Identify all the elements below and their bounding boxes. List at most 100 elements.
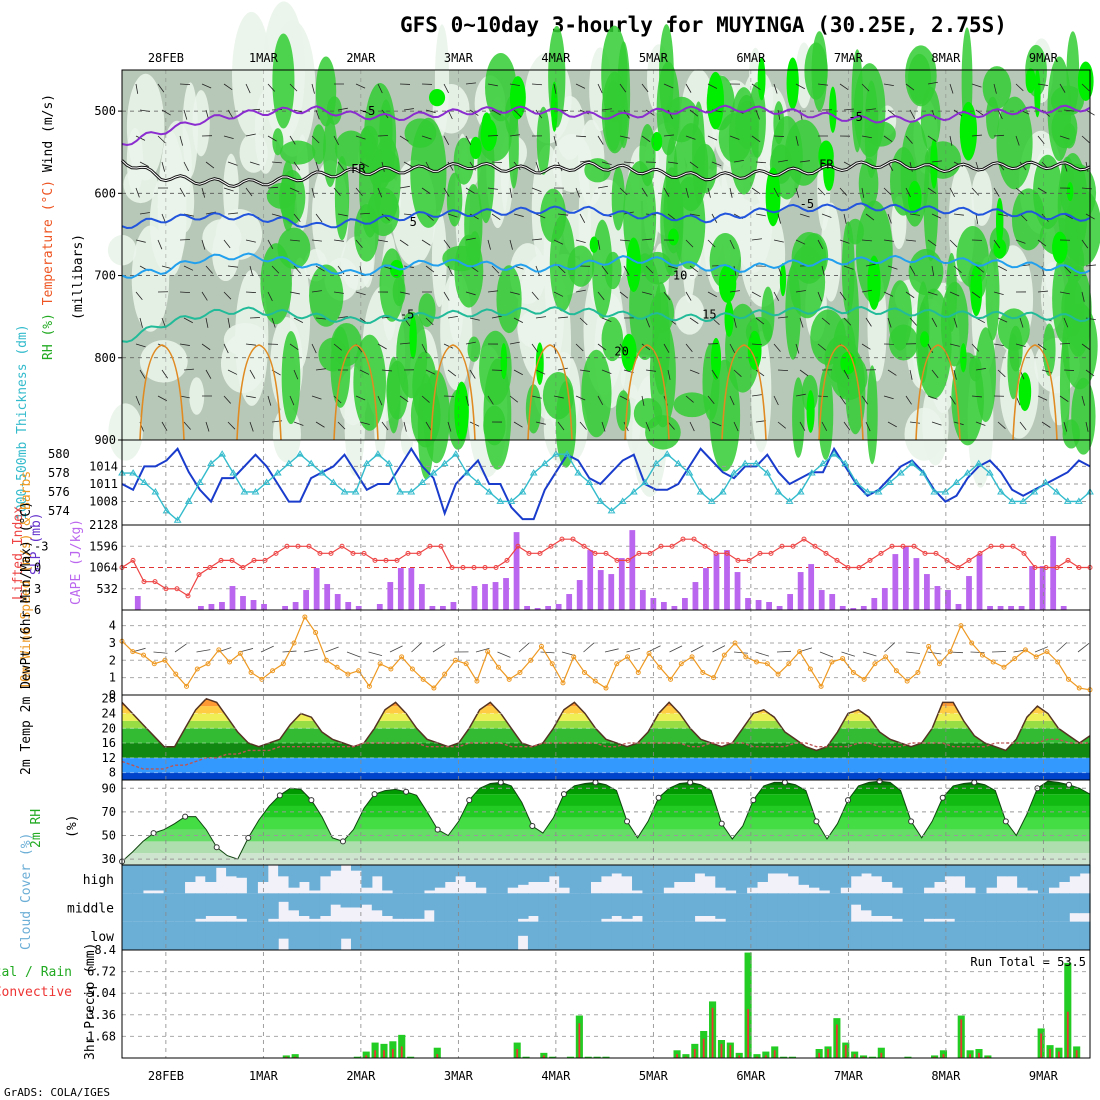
- wind-barb-10m: [690, 645, 704, 653]
- lifted-index-point: [922, 550, 928, 556]
- cloud-bar-high: [798, 865, 810, 885]
- wind-barb: [711, 161, 722, 167]
- wind-point: [711, 675, 717, 681]
- y-axis-unit-rh: (%): [65, 815, 80, 838]
- wind-barb: [865, 317, 872, 327]
- precip-convective-bar: [542, 1055, 545, 1058]
- cloud-bar-middle: [933, 893, 945, 919]
- cloud-bar-high: [465, 865, 477, 882]
- wind-barb: [865, 213, 875, 221]
- wind-barb: [289, 291, 300, 295]
- thickness-point: [718, 487, 727, 495]
- lifted-index-point: [636, 550, 642, 556]
- cloud-bar-middle: [871, 893, 883, 916]
- cloud-bar-high: [1027, 865, 1039, 891]
- wind-barb: [553, 83, 557, 94]
- cloud-bar-low: [371, 921, 383, 950]
- wind-barb: [425, 109, 436, 114]
- wind-barb: [733, 317, 737, 328]
- wind-barb: [509, 239, 513, 250]
- wind-barb: [1085, 264, 1096, 267]
- wind-barb: [245, 239, 256, 243]
- precip-convective-bar: [1049, 1049, 1051, 1058]
- wind-point: [904, 678, 910, 684]
- wind-barb: [161, 265, 172, 269]
- rh-dry-blob: [223, 153, 239, 230]
- precip-convective-bar: [942, 1054, 945, 1058]
- rh-point: [1065, 781, 1072, 788]
- precip-convective-bar: [676, 1054, 678, 1058]
- wind-barb: [579, 317, 588, 326]
- cloud-bar-middle: [319, 893, 331, 916]
- cloud-bar-high: [902, 865, 914, 894]
- precip-convective-bar: [1058, 1051, 1060, 1058]
- wind-barb: [689, 109, 699, 117]
- wind-barb: [707, 395, 715, 405]
- wind-barb: [707, 83, 718, 89]
- cloud-bar-middle: [798, 893, 810, 922]
- cloud-bar-high: [371, 865, 383, 877]
- cloud-bar-high: [569, 865, 581, 894]
- wind-barb: [799, 369, 809, 377]
- rh-moist-blob: [615, 390, 631, 432]
- cloud-bar-middle: [663, 893, 675, 922]
- rh-point: [371, 791, 378, 798]
- wind-barb: [421, 395, 430, 403]
- cloud-bar-low: [923, 921, 935, 950]
- cloud-bar-high: [517, 865, 529, 885]
- cloud-bar-middle: [965, 893, 977, 922]
- precip-convective-bar: [365, 1055, 368, 1058]
- thickness-point: [329, 478, 338, 485]
- x-tick-label-bottom: 1MAR: [249, 1069, 279, 1083]
- precip-total-bar: [682, 1054, 690, 1058]
- wind-barb-10m: [991, 651, 1007, 653]
- wind-barb: [135, 239, 146, 243]
- wind-barb: [399, 135, 409, 142]
- lifted-index-point: [757, 550, 763, 556]
- wind-barb: [465, 237, 476, 241]
- y-tick-label-level: 700: [94, 269, 116, 283]
- isotherm-label: -5: [361, 104, 375, 118]
- wind-barb: [685, 239, 694, 248]
- thickness-point: [997, 487, 1005, 495]
- wind-barb: [157, 239, 163, 250]
- lifted-index-point: [361, 550, 367, 556]
- rh-point: [1002, 818, 1009, 825]
- wind-point: [323, 657, 329, 663]
- wind-barb: [1015, 135, 1020, 146]
- lifted-index-point: [515, 543, 521, 549]
- rh-dry-blob: [254, 90, 277, 174]
- wind-barb: [601, 369, 612, 374]
- rh-moist-blob: [318, 337, 348, 372]
- cloud-bar-high: [246, 865, 258, 894]
- wind-barb: [751, 343, 763, 346]
- wind-point: [936, 661, 942, 667]
- wind-barb: [667, 265, 678, 270]
- rh-moist-blob: [792, 377, 805, 458]
- wind-barb-10m: [303, 648, 318, 653]
- wind-point: [840, 656, 846, 662]
- wind-barb: [271, 161, 282, 164]
- cape-bar: [850, 608, 857, 610]
- isotherm-label: FR: [351, 162, 366, 176]
- wind-barb: [993, 291, 1004, 295]
- wind-barb: [1081, 291, 1085, 302]
- cloud-bar-high: [1048, 865, 1060, 888]
- cloud-bar-middle: [163, 893, 175, 922]
- cloud-bar-low: [455, 921, 467, 950]
- wind-barb-10m: [819, 651, 834, 658]
- wind-point: [270, 668, 276, 674]
- cloud-bar-low: [444, 921, 456, 950]
- cloud-bar-middle: [590, 893, 602, 922]
- cloud-bar-low: [330, 921, 342, 950]
- wind-barb: [425, 265, 435, 273]
- wind-barb: [887, 369, 897, 376]
- wind-barb-10m: [346, 651, 361, 658]
- rh-moist-blob: [1059, 336, 1071, 436]
- cloud-bar-low: [975, 921, 987, 950]
- lifted-index-point: [185, 593, 191, 599]
- cloud-bar-middle: [174, 893, 186, 922]
- wind-point: [528, 657, 534, 663]
- cloud-bar-high: [298, 865, 310, 882]
- cloud-bar-low: [226, 921, 238, 950]
